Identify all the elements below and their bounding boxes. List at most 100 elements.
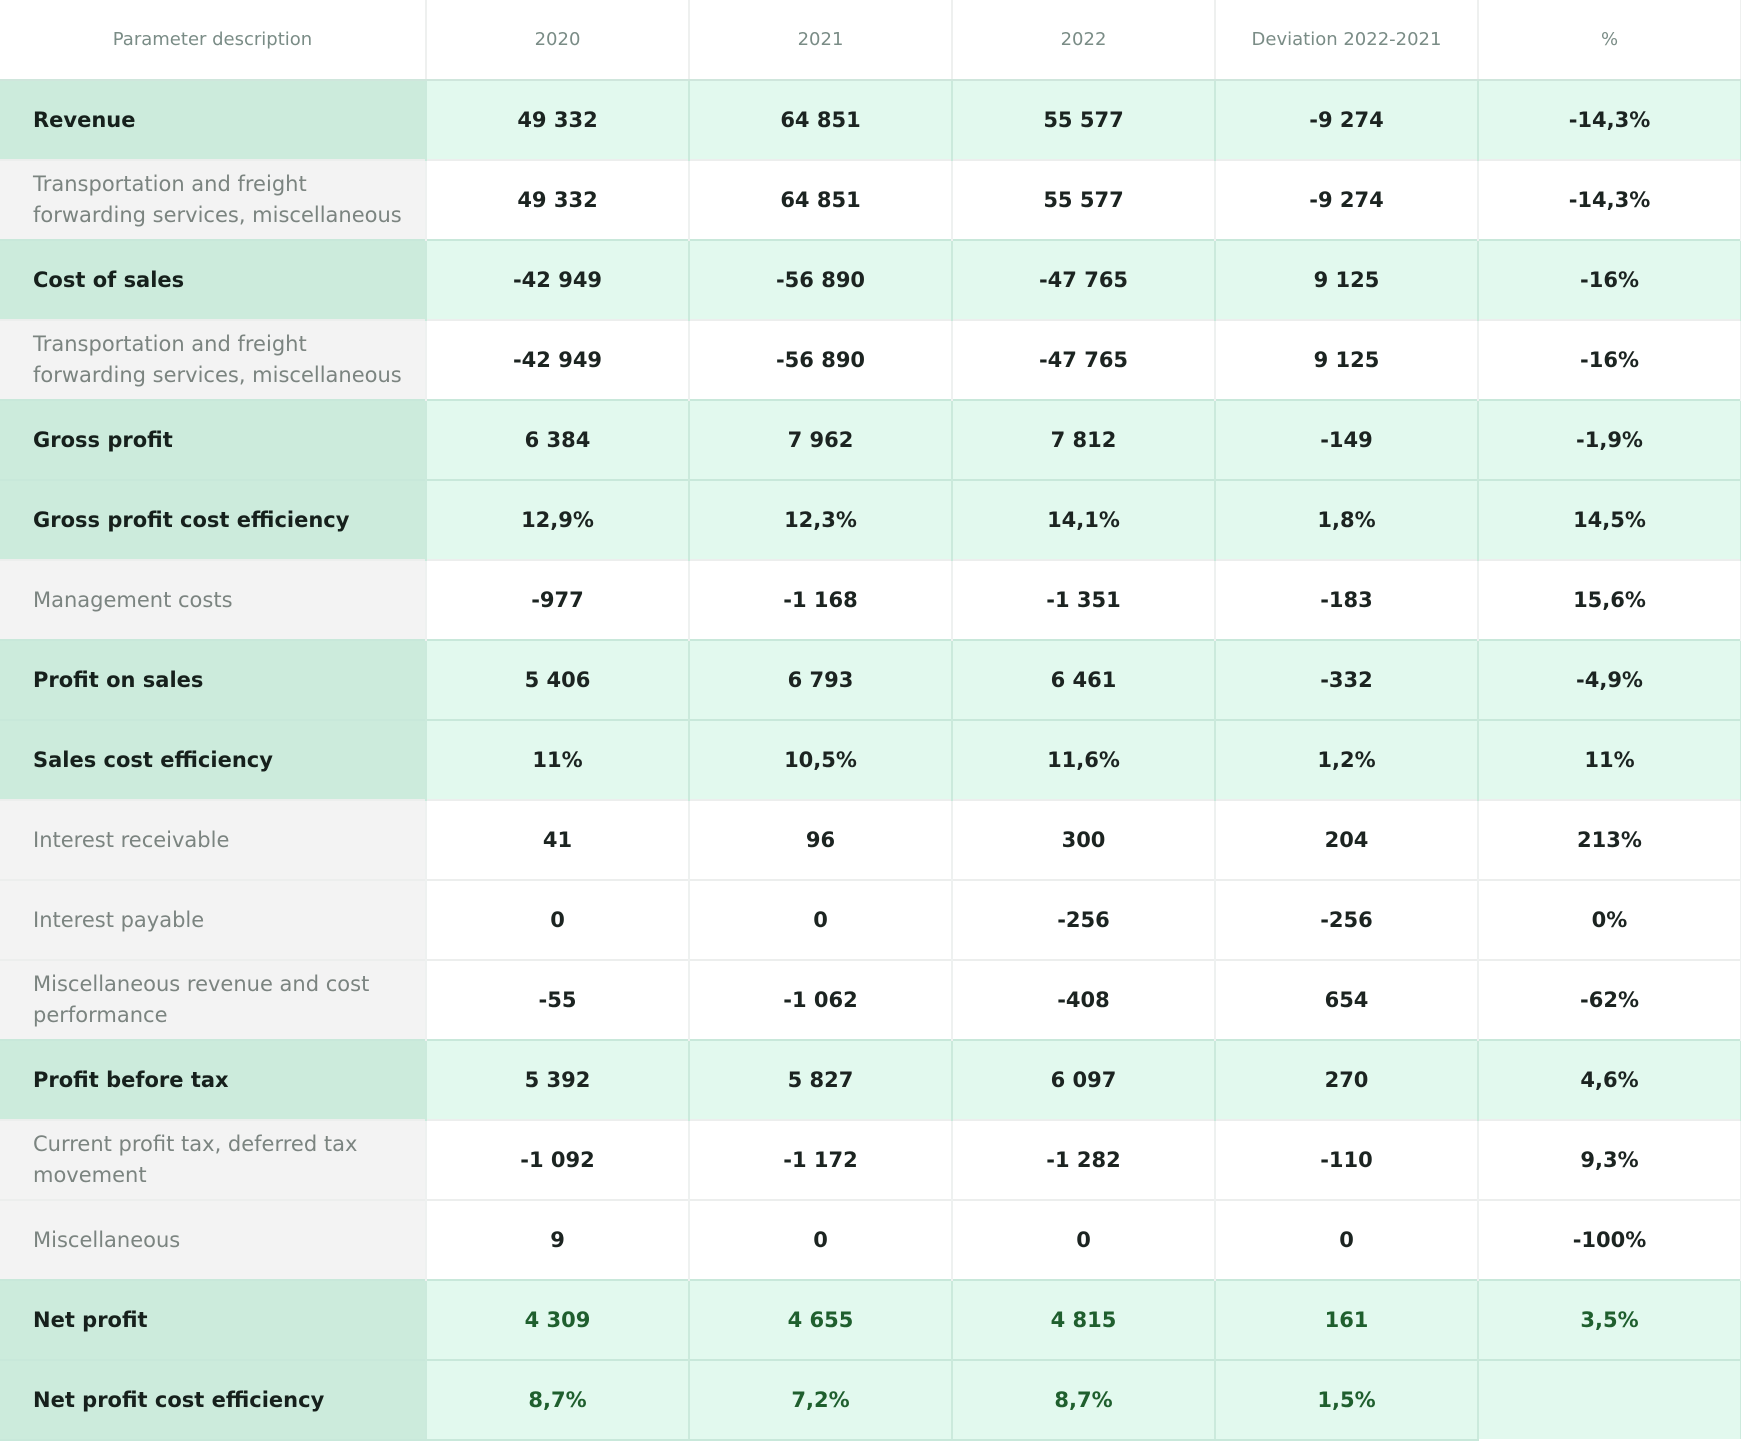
- value-2021: 7,2%: [689, 1359, 953, 1441]
- row-label: Cost of sales: [0, 239, 427, 320]
- value-deviation: -332: [1215, 639, 1479, 720]
- header-2022: 2022: [952, 0, 1216, 81]
- row-label: Management costs: [0, 559, 427, 640]
- table-row: Revenue 49 332 64 851 55 577 -9 274 -14,3%: [0, 79, 1741, 160]
- value-2020: 8,7%: [426, 1359, 690, 1441]
- row-label: Revenue: [0, 79, 427, 160]
- value-2020: 5 392: [426, 1039, 690, 1120]
- table-row: Miscellaneous 9 0 0 0 -100%: [0, 1199, 1741, 1280]
- header-row: Parameter description 2020 2021 2022 Dev…: [0, 0, 1741, 81]
- value-percent: 4,6%: [1478, 1039, 1741, 1120]
- value-2022: -1 282: [952, 1119, 1216, 1200]
- value-deviation: -9 274: [1215, 159, 1479, 240]
- row-label: Transportation and freight forwarding se…: [0, 319, 427, 400]
- value-2022: -1 351: [952, 559, 1216, 640]
- table-row: Profit on sales 5 406 6 793 6 461 -332 -4,9%: [0, 639, 1741, 720]
- value-2021: 7 962: [689, 399, 953, 480]
- value-2021: -56 890: [689, 239, 953, 320]
- value-percent: -14,3%: [1478, 79, 1741, 160]
- value-2021: 96: [689, 799, 953, 880]
- value-2022: 55 577: [952, 159, 1216, 240]
- row-label: Gross profit: [0, 399, 427, 480]
- row-label: Gross profit cost efficiency: [0, 479, 427, 560]
- row-label: Transportation and freight forwarding se…: [0, 159, 427, 240]
- header-parameter-description: Parameter description: [0, 0, 427, 81]
- table-row: Management costs -977 -1 168 -1 351 -183 15,6…: [0, 559, 1741, 640]
- value-2020: 9: [426, 1199, 690, 1280]
- value-percent: 15,6%: [1478, 559, 1741, 640]
- row-label: Net profit cost efficiency: [0, 1359, 427, 1441]
- value-2020: 4 309: [426, 1279, 690, 1360]
- value-2020: 49 332: [426, 79, 690, 160]
- value-2020: -42 949: [426, 319, 690, 400]
- value-2020: 11%: [426, 719, 690, 800]
- value-deviation: -110: [1215, 1119, 1479, 1200]
- value-percent: -100%: [1478, 1199, 1741, 1280]
- value-2022: 6 461: [952, 639, 1216, 720]
- value-deviation: 0: [1215, 1199, 1479, 1280]
- table-row: Cost of sales -42 949 -56 890 -47 765 9 125-…: [0, 239, 1741, 320]
- table-row: Gross profit cost efficiency 12,9% 12,3% 14…: [0, 479, 1741, 560]
- value-2021: -1 172: [689, 1119, 953, 1200]
- value-percent: 9,3%: [1478, 1119, 1741, 1200]
- value-2021: 4 655: [689, 1279, 953, 1360]
- value-deviation: 270: [1215, 1039, 1479, 1120]
- value-2022: 6 097: [952, 1039, 1216, 1120]
- row-label: Current profit tax, deferred tax movemen…: [0, 1119, 427, 1200]
- value-percent: -62%: [1478, 959, 1741, 1040]
- value-2021: 0: [689, 1199, 953, 1280]
- value-2020: -42 949: [426, 239, 690, 320]
- value-2020: 41: [426, 799, 690, 880]
- value-2022: 55 577: [952, 79, 1216, 160]
- value-deviation: 1,8%: [1215, 479, 1479, 560]
- value-deviation: 9 125: [1215, 239, 1479, 320]
- value-2021: 6 793: [689, 639, 953, 720]
- row-label: Interest receivable: [0, 799, 427, 880]
- table-body: Revenue 49 332 64 851 55 577 -9 274 -14,3% Tra…: [0, 79, 1741, 1441]
- value-percent: -1,9%: [1478, 399, 1741, 480]
- value-deviation: 654: [1215, 959, 1479, 1040]
- value-2022: -256: [952, 879, 1216, 960]
- value-percent: -16%: [1478, 239, 1741, 320]
- value-2021: 64 851: [689, 159, 953, 240]
- value-2021: 10,5%: [689, 719, 953, 800]
- header-percent: %: [1478, 0, 1741, 81]
- value-deviation: -183: [1215, 559, 1479, 640]
- table-row: Transportation and freight forwarding se…: [0, 159, 1741, 240]
- value-2020: 0: [426, 879, 690, 960]
- table-header: Parameter description 2020 2021 2022 Dev…: [0, 0, 1741, 81]
- header-2021: 2021: [689, 0, 953, 81]
- value-2020: -55: [426, 959, 690, 1040]
- table-row: Sales cost efficiency 11% 10,5% 11,6% 1,2% 11…: [0, 719, 1741, 800]
- value-2021: -56 890: [689, 319, 953, 400]
- row-label: Profit on sales: [0, 639, 427, 720]
- value-percent: 11%: [1478, 719, 1741, 800]
- value-2020: -977: [426, 559, 690, 640]
- value-2022: -47 765: [952, 239, 1216, 320]
- value-2022: 14,1%: [952, 479, 1216, 560]
- value-2022: 0: [952, 1199, 1216, 1280]
- value-deviation: 9 125: [1215, 319, 1479, 400]
- table-row: Transportation and freight forwarding se…: [0, 319, 1741, 400]
- value-2022: 8,7%: [952, 1359, 1216, 1441]
- table-row: Miscellaneous revenue and cost performan…: [0, 959, 1741, 1040]
- value-2020: 5 406: [426, 639, 690, 720]
- value-2021: 64 851: [689, 79, 953, 160]
- table-row: Gross profit 6 384 7 962 7 812 -149 -1,9%: [0, 399, 1741, 480]
- value-deviation: 1,5%: [1215, 1359, 1479, 1441]
- table-row: Net profit 4 309 4 655 4 815 161 3,5%: [0, 1279, 1741, 1360]
- row-label: Profit before tax: [0, 1039, 427, 1120]
- value-percent: [1478, 1359, 1741, 1441]
- value-deviation: 204: [1215, 799, 1479, 880]
- row-label: Sales cost efficiency: [0, 719, 427, 800]
- value-percent: -14,3%: [1478, 159, 1741, 240]
- row-label: Miscellaneous revenue and cost performan…: [0, 959, 427, 1040]
- value-2021: -1 168: [689, 559, 953, 640]
- value-2021: 12,3%: [689, 479, 953, 560]
- value-percent: 3,5%: [1478, 1279, 1741, 1360]
- row-label: Interest payable: [0, 879, 427, 960]
- row-label: Net profit: [0, 1279, 427, 1360]
- value-deviation: -9 274: [1215, 79, 1479, 160]
- value-2020: -1 092: [426, 1119, 690, 1200]
